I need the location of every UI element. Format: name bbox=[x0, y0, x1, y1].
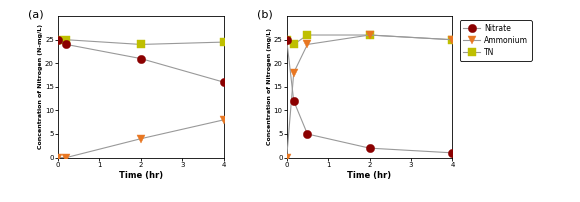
Y-axis label: Concentration of Nitrogen (N-mg/L): Concentration of Nitrogen (N-mg/L) bbox=[38, 24, 44, 149]
Legend: Nitrate, Ammonium, TN: Nitrate, Ammonium, TN bbox=[459, 20, 532, 61]
Text: (b): (b) bbox=[257, 9, 273, 19]
X-axis label: Time (hr): Time (hr) bbox=[119, 170, 163, 180]
X-axis label: Time (hr): Time (hr) bbox=[347, 170, 392, 180]
Text: (a): (a) bbox=[28, 9, 44, 19]
Y-axis label: Concentration of Nitrogen (mg/L): Concentration of Nitrogen (mg/L) bbox=[267, 28, 272, 145]
